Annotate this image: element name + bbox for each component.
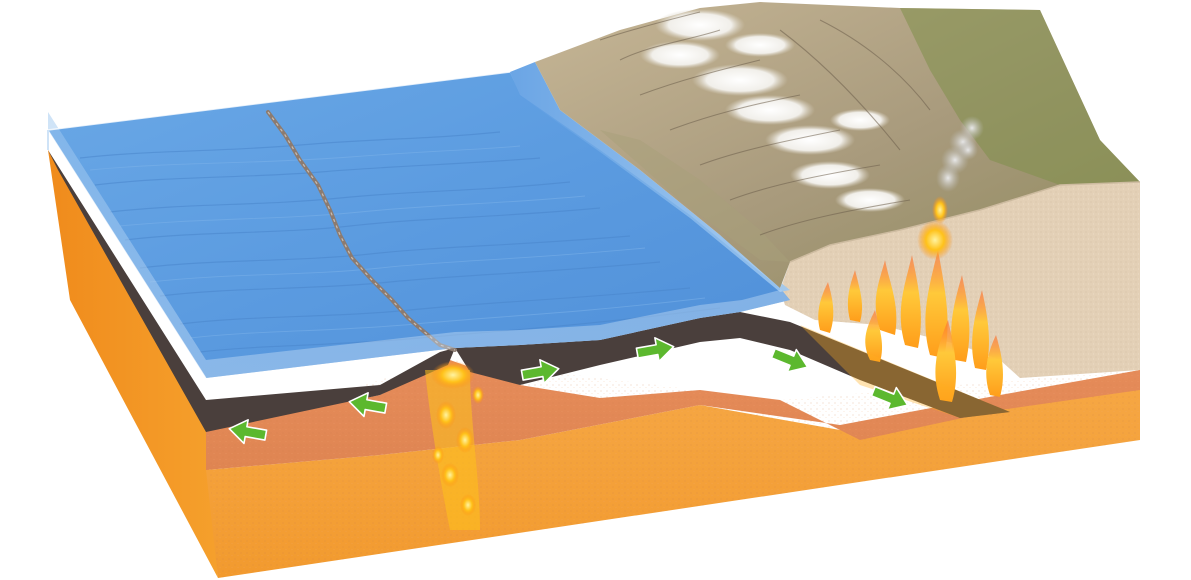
- arrow-subduction-2: [870, 385, 909, 411]
- arrow-subduction-1: [770, 347, 809, 373]
- oceanic-lithosphere-right: [455, 312, 1010, 418]
- ocean-water: [48, 72, 790, 378]
- volcano-plume: [936, 116, 984, 192]
- plate-motion-arrows: [228, 337, 909, 445]
- snow-caps: [640, 9, 905, 212]
- left-side-face: [48, 150, 218, 578]
- ridge-magma: [425, 361, 484, 530]
- subduction-magma: [800, 196, 1010, 418]
- arrow-spreading-right-2: [635, 337, 675, 363]
- arrow-divergent-left-inner: [348, 392, 388, 418]
- mid-ocean-ridge: [266, 110, 457, 352]
- arrow-divergent-left-outer: [228, 419, 268, 445]
- arrow-spreading-right-1: [520, 359, 560, 385]
- oceanic-lithosphere-left: [48, 150, 455, 432]
